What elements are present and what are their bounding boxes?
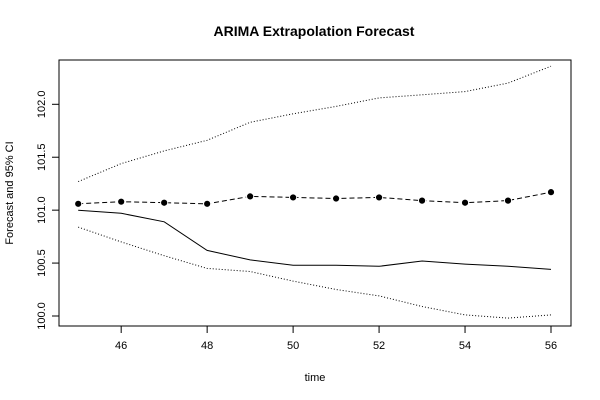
x-tick-label: 52 <box>373 340 385 352</box>
plot-frame <box>58 59 572 327</box>
series-layer <box>74 65 556 319</box>
forecast-point <box>74 199 83 208</box>
x-tick-label: 54 <box>459 340 471 352</box>
y-tick-label: 101.5 <box>36 143 48 171</box>
forecast-point <box>417 196 427 205</box>
x-axis: 46 48 50 52 54 56 <box>115 325 557 352</box>
forecast-point <box>374 193 384 202</box>
forecast-point <box>289 193 298 202</box>
y-axis-title: Forecast and 95% CI <box>4 141 16 244</box>
forecast-point <box>331 194 341 203</box>
y-tick-label: 100.5 <box>36 249 48 277</box>
forecast-point <box>246 192 255 201</box>
series-line-0 <box>78 209 552 270</box>
x-tick-label: 56 <box>545 340 557 352</box>
series-line-1 <box>78 191 552 205</box>
series-line-3 <box>78 226 552 319</box>
x-tick-label: 46 <box>115 340 127 352</box>
x-axis-title: time <box>305 372 326 384</box>
y-tick-label: 102.0 <box>36 91 48 119</box>
forecast-point <box>460 198 470 207</box>
chart-title: ARIMA Extrapolation Forecast <box>214 23 415 39</box>
series-line-2 <box>78 65 552 183</box>
x-tick-label: 50 <box>287 340 299 352</box>
forecast-point <box>117 197 126 206</box>
forecast-point <box>546 188 556 197</box>
y-tick-label: 100.0 <box>36 302 48 330</box>
y-tick-label: 101.0 <box>36 196 48 224</box>
forecast-point <box>160 198 169 207</box>
x-tick-label: 48 <box>201 340 213 352</box>
forecast-point <box>503 196 513 205</box>
y-axis: 100.0 100.5 101.0 101.5 102.0 <box>36 91 60 330</box>
forecast-point <box>203 199 212 208</box>
